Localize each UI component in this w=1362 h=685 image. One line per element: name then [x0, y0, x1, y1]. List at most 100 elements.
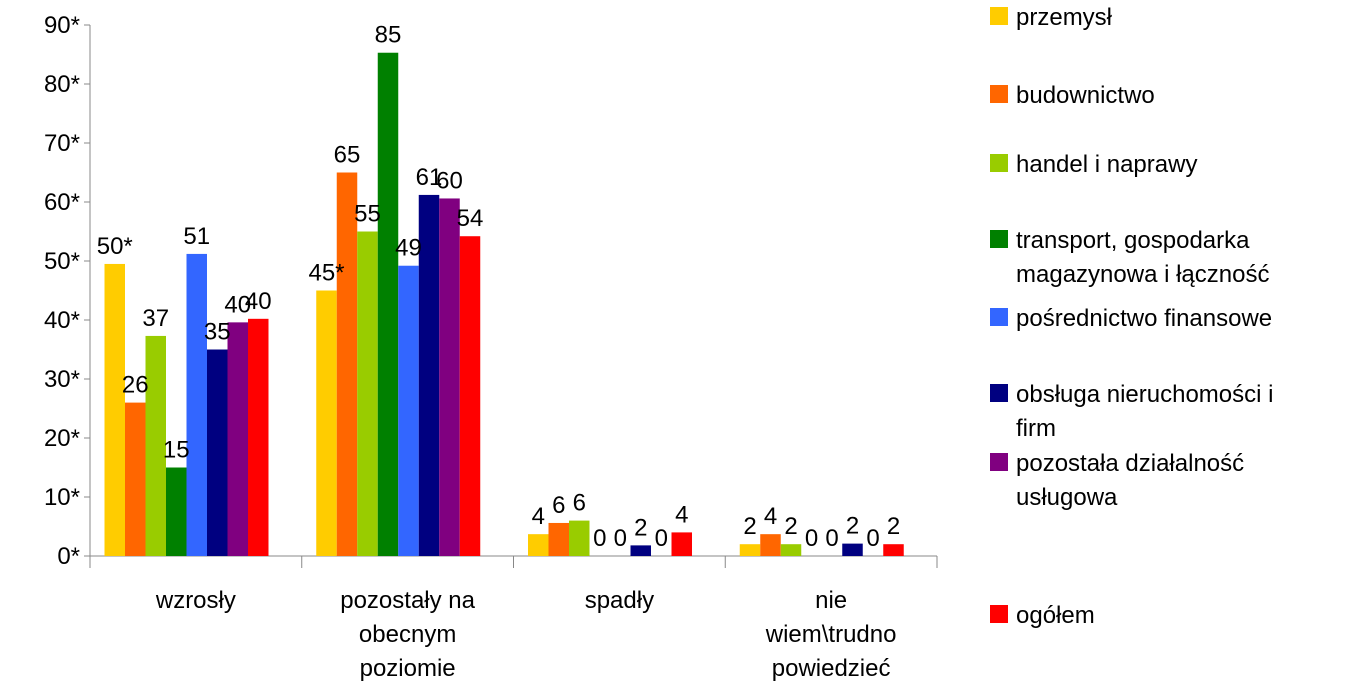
category-labels: wzrosły pozostały na obecnym poziomie spadły… [155, 587, 897, 682]
bar [630, 545, 651, 556]
legend-swatch [990, 7, 1008, 25]
category-label: spadły [585, 587, 654, 614]
bar [104, 263, 125, 556]
legend-label: usługowa [1016, 484, 1118, 511]
legend-swatch [990, 605, 1008, 623]
bar [316, 290, 337, 556]
legend-item: budownictwo [990, 82, 1155, 109]
y-tick-label: 80* [44, 71, 80, 98]
legend-label: magazynowa i łączność [1016, 261, 1269, 288]
category-label: powiedzieć [772, 655, 891, 682]
data-label: 6 [552, 492, 565, 519]
bar [883, 544, 904, 556]
legend-label: firm [1016, 415, 1056, 442]
data-label: 0 [655, 525, 668, 552]
legend-label: handel i naprawy [1016, 151, 1197, 178]
y-tick-label: 60* [44, 189, 80, 216]
data-label: 4 [764, 503, 777, 530]
category-label: pozostały na [340, 587, 475, 614]
data-label: 6 [573, 490, 586, 517]
legend-item: pozostała działalność usługowa [990, 450, 1244, 511]
legend: przemysł budownictwo handel i naprawy trans… [990, 4, 1273, 629]
category-label: wzrosły [155, 587, 236, 614]
data-label: 2 [743, 513, 756, 540]
legend-swatch [990, 308, 1008, 326]
data-label: 26 [122, 372, 149, 399]
bar [418, 194, 440, 557]
bar [377, 52, 399, 556]
bar [207, 349, 228, 556]
category-label: poziomie [360, 655, 456, 682]
bar [842, 543, 863, 556]
legend-swatch [990, 384, 1008, 402]
bar [145, 335, 166, 556]
y-tick-label: 10* [44, 484, 80, 511]
legend-item: przemysł [990, 4, 1113, 31]
data-label: 2 [887, 513, 900, 540]
data-label: 0 [825, 525, 838, 552]
y-tick-label: 90* [44, 12, 80, 39]
data-label: 2 [846, 513, 859, 540]
data-label: 55 [354, 201, 381, 228]
data-label: 35 [204, 319, 231, 346]
y-tick-label: 70* [44, 130, 80, 157]
legend-label: transport, gospodarka [1016, 227, 1250, 254]
data-label: 45* [308, 260, 344, 287]
category-label: nie [815, 587, 847, 614]
bar [166, 467, 187, 556]
legend-item: transport, gospodarka magazynowa i łączno… [990, 227, 1269, 288]
data-label: 0 [866, 525, 879, 552]
bar [459, 236, 481, 556]
legend-label: pośrednictwo finansowe [1016, 305, 1272, 332]
legend-item: handel i naprawy [990, 151, 1197, 178]
legend-item: pośrednictwo finansowe [990, 305, 1272, 332]
legend-swatch [990, 453, 1008, 471]
data-label: 0 [593, 525, 606, 552]
category-label: wiem\trudno [765, 621, 897, 648]
data-label: 40 [224, 291, 251, 318]
data-label: 85 [375, 22, 402, 49]
bar [186, 253, 207, 557]
y-tick-label: 20* [44, 425, 80, 452]
bar [248, 318, 269, 556]
bar [125, 402, 146, 556]
legend-swatch [990, 230, 1008, 248]
bar [227, 322, 248, 556]
data-label: 50* [97, 233, 133, 260]
data-label: 49 [395, 235, 422, 262]
y-tick-label: 0* [57, 543, 80, 570]
data-label: 4 [675, 501, 688, 528]
bar [671, 532, 692, 556]
data-label: 40 [245, 288, 272, 315]
data-label: 4 [532, 503, 545, 530]
y-tick-label: 40* [44, 307, 80, 334]
legend-swatch [990, 85, 1008, 103]
axes: 0* 10* 20* 30* 40* 50* 60* 70* 80* 90* [44, 12, 938, 570]
bar [569, 520, 590, 556]
bar [336, 172, 358, 556]
data-label: 60 [436, 167, 463, 194]
bar [548, 522, 569, 556]
bars [104, 52, 904, 557]
legend-label: ogółem [1016, 602, 1095, 629]
legend-label: pozostała działalność [1016, 450, 1244, 477]
data-label: 61 [416, 164, 443, 191]
legend-label: przemysł [1016, 4, 1113, 31]
legend-item: obsługa nieruchomości i firm [990, 381, 1273, 442]
bar [398, 265, 419, 556]
legend-label: obsługa nieruchomości i [1016, 381, 1273, 408]
legend-item: ogółem [990, 602, 1095, 629]
bar [357, 231, 378, 556]
data-label: 2 [634, 514, 647, 541]
data-label: 0 [805, 525, 818, 552]
data-label: 0 [614, 525, 627, 552]
category-label: obecnym [359, 621, 456, 648]
bar [439, 198, 460, 556]
data-label: 37 [142, 305, 169, 332]
y-tick-label: 50* [44, 248, 80, 275]
data-label: 54 [457, 205, 484, 232]
bar [739, 544, 761, 556]
bar [760, 534, 781, 556]
